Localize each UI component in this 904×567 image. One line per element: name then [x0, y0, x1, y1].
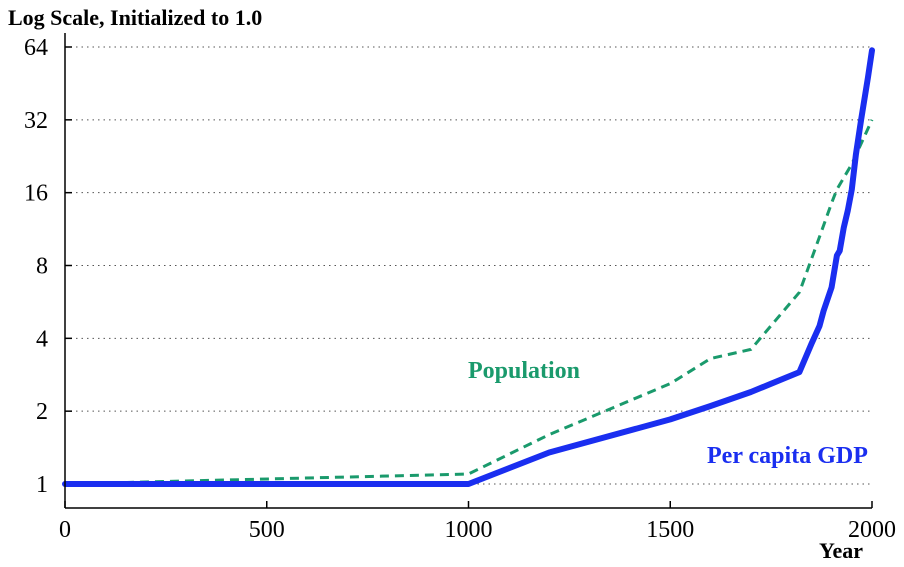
series-line-per-capita-gdp: [62, 47, 875, 487]
x-tick-label: 500: [249, 517, 285, 543]
y-tick-label: 4: [36, 326, 48, 352]
x-axis-ticks: 0 500 1000 1500 2000: [59, 501, 896, 543]
chart-title: Log Scale, Initialized to 1.0: [8, 5, 262, 30]
series-line-population: [64, 119, 874, 486]
gridlines: [65, 46, 872, 485]
series-lines: [62, 47, 875, 487]
series-label-population: Population: [468, 358, 580, 384]
y-tick-label: 64: [24, 35, 48, 61]
x-tick-label: 2000: [848, 517, 896, 543]
y-tick-label: 2: [36, 399, 48, 425]
x-tick-label: 1000: [445, 517, 493, 543]
y-tick-label: 32: [24, 108, 48, 134]
y-tick-label: 8: [36, 254, 48, 280]
y-axis-ticks: 1 2 4 8 16 32 64: [24, 35, 72, 498]
y-tick-label: 1: [36, 472, 48, 498]
y-tick-label: 16: [24, 181, 48, 207]
x-axis-label: Year: [819, 538, 863, 563]
series-label-per-capita-gdp: Per capita GDP: [707, 443, 868, 469]
x-tick-label: 0: [59, 517, 71, 543]
x-tick-label: 1500: [646, 517, 694, 543]
